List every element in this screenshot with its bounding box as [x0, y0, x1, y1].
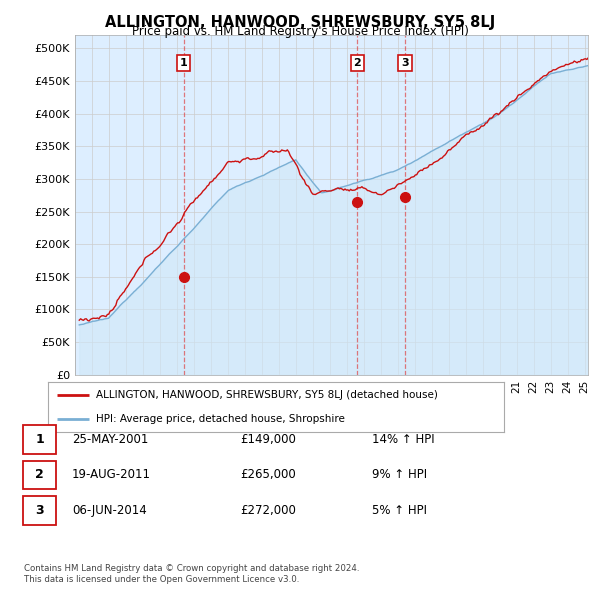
- Text: 19-AUG-2011: 19-AUG-2011: [72, 468, 151, 481]
- Text: £265,000: £265,000: [240, 468, 296, 481]
- Text: £272,000: £272,000: [240, 504, 296, 517]
- Text: 06-JUN-2014: 06-JUN-2014: [72, 504, 147, 517]
- Text: HPI: Average price, detached house, Shropshire: HPI: Average price, detached house, Shro…: [96, 414, 345, 424]
- Text: 5% ↑ HPI: 5% ↑ HPI: [372, 504, 427, 517]
- Text: 1: 1: [179, 58, 187, 68]
- Text: Contains HM Land Registry data © Crown copyright and database right 2024.: Contains HM Land Registry data © Crown c…: [24, 565, 359, 573]
- Text: 3: 3: [401, 58, 409, 68]
- Text: 25-MAY-2001: 25-MAY-2001: [72, 433, 148, 446]
- Text: 3: 3: [35, 504, 44, 517]
- Text: Price paid vs. HM Land Registry's House Price Index (HPI): Price paid vs. HM Land Registry's House …: [131, 25, 469, 38]
- Text: ALLINGTON, HANWOOD, SHREWSBURY, SY5 8LJ (detached house): ALLINGTON, HANWOOD, SHREWSBURY, SY5 8LJ …: [96, 390, 438, 400]
- Text: This data is licensed under the Open Government Licence v3.0.: This data is licensed under the Open Gov…: [24, 575, 299, 584]
- Text: 2: 2: [35, 468, 44, 481]
- Text: 14% ↑ HPI: 14% ↑ HPI: [372, 433, 434, 446]
- Text: £149,000: £149,000: [240, 433, 296, 446]
- Text: ALLINGTON, HANWOOD, SHREWSBURY, SY5 8LJ: ALLINGTON, HANWOOD, SHREWSBURY, SY5 8LJ: [105, 15, 495, 30]
- Text: 9% ↑ HPI: 9% ↑ HPI: [372, 468, 427, 481]
- Text: 1: 1: [35, 433, 44, 446]
- Text: 2: 2: [353, 58, 361, 68]
